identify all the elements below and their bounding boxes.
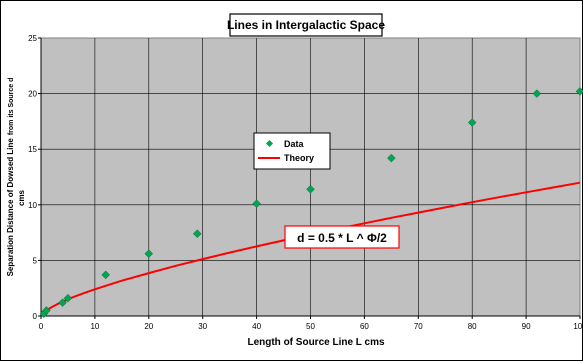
legend-box [253, 132, 331, 170]
legend-theory-label: Theory [284, 153, 314, 163]
data-point [101, 270, 110, 280]
data-point [42, 306, 51, 315]
theory-line [42, 181, 581, 316]
data-point [193, 229, 202, 238]
x-tick-label: 20 [144, 322, 153, 331]
theory-series [42, 181, 581, 316]
legend: Data Theory [253, 132, 331, 170]
chart-title: Lines in Intergalactic Space [227, 18, 385, 32]
y-axis-title-main: Separation Distance of Dowsed Line [6, 138, 15, 277]
data-point [63, 293, 73, 303]
data-point [144, 249, 154, 258]
y-tick-label: 25 [28, 34, 37, 43]
legend-data-label: Data [284, 139, 305, 149]
x-tick-label: 10 [90, 322, 99, 331]
x-tick-label: 50 [306, 322, 315, 331]
y-axis-title-small: from its Source d [8, 78, 15, 136]
x-tick-label: 30 [198, 322, 207, 331]
x-tick-labels: 0 10 20 30 40 50 60 70 80 90 100 [39, 316, 583, 331]
x-tick-label: 70 [414, 322, 423, 331]
x-tick-label: 90 [522, 322, 531, 331]
data-point [387, 153, 396, 163]
data-point [467, 118, 477, 127]
y-axis-title-unit: cms [17, 189, 26, 206]
data-point [58, 298, 67, 307]
data-series [39, 87, 583, 319]
y-tick-label: 0 [33, 312, 38, 321]
data-point [252, 199, 261, 208]
y-tick-label: 5 [33, 256, 38, 265]
x-tick-label: 40 [252, 322, 261, 331]
data-point [306, 184, 315, 194]
y-tick-label: 15 [28, 145, 37, 154]
x-tick-label: 100 [573, 322, 583, 331]
title-box [229, 13, 383, 37]
y-tick-labels: 0 5 10 15 20 25 [28, 34, 41, 321]
x-tick-label: 80 [468, 322, 477, 331]
y-tick-label: 10 [28, 201, 37, 210]
x-tick-label: 60 [360, 322, 369, 331]
x-tick-label: 0 [39, 322, 44, 331]
data-point [575, 87, 583, 96]
data-point [532, 89, 542, 98]
y-axis-title: Separation Distance of Dowsed Line from i… [6, 78, 15, 277]
y-tick-label: 20 [28, 90, 37, 99]
legend-data-marker [265, 139, 274, 148]
formula-box [284, 225, 400, 249]
formula-annotation: d = 0.5 * L ^ Φ/2 [297, 231, 387, 245]
x-axis-title: Length of Source Line L cms [247, 337, 384, 348]
